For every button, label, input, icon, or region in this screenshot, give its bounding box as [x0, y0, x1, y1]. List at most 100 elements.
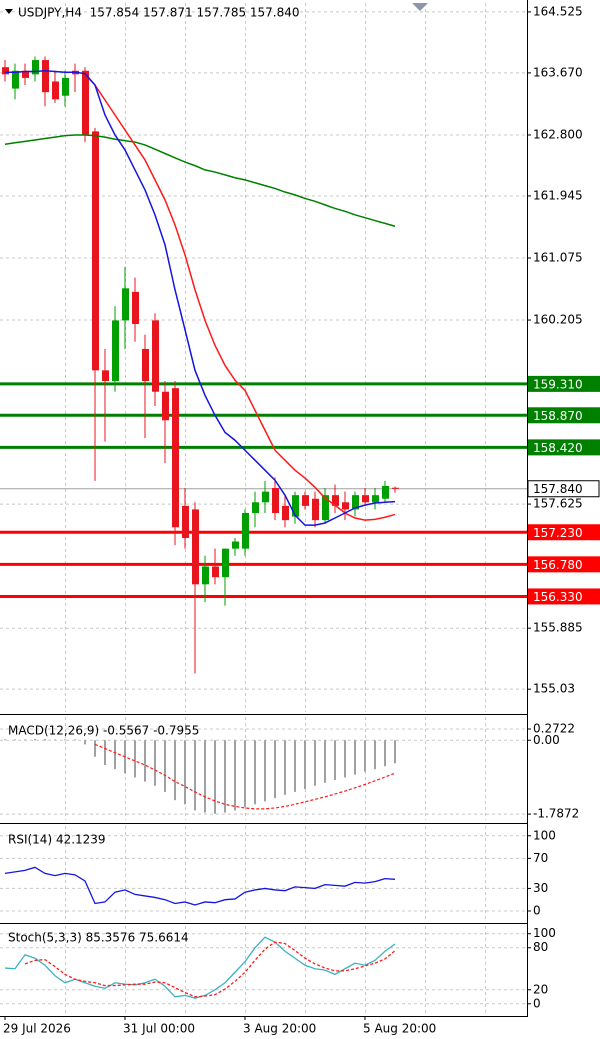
y-tick-label: 163.670: [533, 65, 583, 79]
macd-bar: [224, 740, 226, 813]
candle-body: [122, 288, 129, 321]
level-label-box: [528, 407, 600, 424]
candle-body: [332, 495, 339, 506]
macd-bar: [314, 740, 316, 786]
y-tick-label: -1.7872: [533, 807, 579, 821]
candle-body: [202, 566, 209, 585]
y-tick-label: 20: [533, 982, 548, 996]
macd-bar: [304, 740, 306, 790]
x-tick-label: 5 Aug 20:00: [363, 1022, 436, 1036]
macd-bar: [114, 740, 116, 770]
macd-bar: [384, 740, 386, 767]
macd-bar: [174, 740, 176, 801]
rsi-title: RSI(14) 42.1239: [8, 833, 106, 847]
macd-bar: [14, 739, 16, 741]
candle-body: [142, 348, 149, 382]
last-price-label: 157.840: [533, 482, 583, 496]
y-tick-label: 0: [533, 996, 541, 1010]
candle-body: [192, 509, 199, 585]
y-tick-label: 100: [533, 828, 556, 842]
axis-layer: 164.525 163.670 162.800 161.945 161.075 160.2…: [3, 4, 600, 1036]
y-tick-label: 155.03: [533, 682, 575, 696]
level-label: 157.230: [533, 526, 583, 540]
level-label-box: [528, 556, 600, 573]
macd-bar: [194, 740, 196, 811]
plot-layer: [0, 56, 527, 999]
candle-body: [292, 495, 299, 517]
macd-bar: [154, 740, 156, 786]
candle-body: [242, 512, 249, 549]
candle-body: [212, 566, 219, 578]
candle-body: [322, 495, 329, 521]
candle-body: [182, 505, 189, 538]
y-tick-label: 0.2722: [533, 722, 575, 736]
macd-bar: [254, 740, 256, 805]
level-label-box: [528, 375, 600, 392]
macd-bar: [244, 740, 246, 808]
symbol-menu-icon: [5, 9, 13, 14]
macd-bar: [284, 740, 286, 795]
candle-body: [312, 498, 319, 521]
y-tick-label: 100: [533, 926, 556, 940]
shift-marker: [412, 3, 428, 11]
y-tick-label: 161.945: [533, 188, 583, 202]
macd-bar: [164, 740, 166, 792]
y-tick-label: 157.625: [533, 497, 583, 511]
candle-body: [132, 291, 139, 324]
y-tick-label: 80: [533, 940, 548, 954]
candle-body: [152, 320, 159, 392]
macd-bar: [74, 739, 76, 741]
level-label-box: [528, 439, 600, 456]
candle-body: [92, 131, 99, 371]
candle-body: [262, 491, 269, 503]
candle-body: [22, 70, 29, 78]
x-tick-label: 29 Jul 2026: [3, 1022, 71, 1036]
macd-bar: [24, 739, 26, 741]
candle-body: [232, 541, 239, 549]
macd-bar: [364, 740, 366, 772]
y-tick-label: 164.525: [533, 4, 583, 18]
candle-body: [302, 495, 309, 506]
chart-title: USDJPY,H4 157.854 157.871 157.785 157.84…: [18, 6, 300, 20]
macd-bar: [274, 740, 276, 799]
candle-body: [112, 320, 119, 382]
x-tick-label: 31 Jul 00:00: [123, 1022, 195, 1036]
y-tick-label: 30: [533, 881, 548, 895]
level-label: 156.330: [533, 590, 583, 604]
last-price-box: [527, 480, 600, 498]
macd-bar: [104, 740, 106, 766]
macd-bar: [44, 739, 46, 741]
indicator-line: [94, 743, 396, 810]
candle-body: [82, 70, 89, 135]
y-tick-label: 0.00: [533, 733, 560, 747]
macd-bar: [184, 740, 186, 805]
indicator-line: [4, 866, 396, 906]
y-tick-label: 161.075: [533, 250, 583, 264]
candle-body: [62, 77, 69, 96]
macd-bar: [344, 740, 346, 778]
macd-bar: [234, 740, 236, 811]
macd-bar: [94, 740, 96, 757]
level-label: 158.870: [533, 409, 583, 423]
candle-body: [352, 495, 359, 510]
grid-layer: [0, 3, 527, 1015]
macd-bar: [64, 739, 66, 741]
candle-body: [162, 391, 169, 421]
candle-body: [222, 548, 229, 578]
indicator-line: [84, 73, 396, 521]
y-tick-label: 155.885: [533, 621, 583, 635]
y-tick-label: 162.800: [533, 127, 583, 141]
candle-body: [172, 388, 179, 528]
candle-body: [12, 70, 19, 89]
candle-body: [282, 505, 289, 521]
macd-bar: [394, 740, 396, 764]
candle-body: [102, 370, 109, 382]
candle-body: [52, 81, 59, 100]
candle-body: [382, 485, 389, 499]
candle-body: [272, 488, 279, 513]
level-label-box: [528, 588, 600, 605]
macd-title: MACD(12,26,9) -0.5567 -0.7955: [8, 724, 199, 738]
indicator-line: [4, 134, 396, 227]
candle-body: [362, 495, 369, 503]
